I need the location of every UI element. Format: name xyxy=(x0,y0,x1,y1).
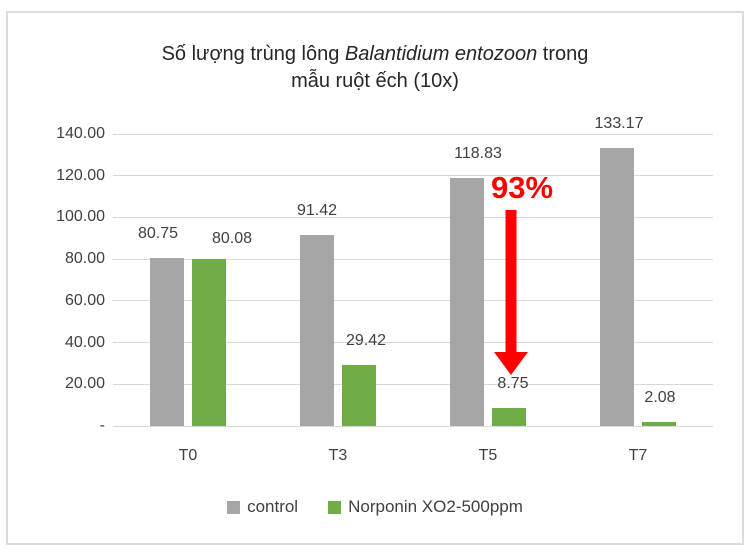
bar-norponin-T3 xyxy=(342,365,376,426)
x-category-label: T5 xyxy=(478,447,498,464)
gridline xyxy=(113,342,713,344)
y-tick-label: 140.00 xyxy=(56,125,105,142)
value-label: 80.08 xyxy=(211,230,253,247)
x-category-label: T3 xyxy=(328,447,348,464)
y-tick-label: - xyxy=(99,417,105,434)
legend: control Norponin XO2-500ppm xyxy=(0,497,750,517)
value-label: 2.08 xyxy=(644,389,676,406)
x-category-label: T7 xyxy=(628,447,648,464)
control-swatch-icon xyxy=(227,500,241,514)
bar-norponin-T0 xyxy=(192,259,226,426)
value-label: 133.17 xyxy=(594,115,644,132)
chart-title-line1: Số lượng trùng lông Balantidium entozoon… xyxy=(161,43,589,65)
value-label: 91.42 xyxy=(296,202,338,219)
y-tick-label: 20.00 xyxy=(64,375,105,393)
value-label: 8.75 xyxy=(497,375,529,392)
norponin-swatch-icon xyxy=(328,500,342,514)
bar-control-T3 xyxy=(300,235,334,426)
gridline xyxy=(113,216,713,218)
gridline xyxy=(113,133,713,135)
y-tick-label: 120.00 xyxy=(56,166,105,184)
x-category-label: T0 xyxy=(178,447,198,464)
legend-item-norponin: Norponin XO2-500ppm xyxy=(328,497,523,517)
y-tick-label: 40.00 xyxy=(64,333,105,351)
legend-item-control: control xyxy=(227,497,298,517)
bar-control-T0 xyxy=(150,258,184,426)
value-label: 118.83 xyxy=(454,145,502,162)
x-axis-line xyxy=(113,425,713,427)
bar-norponin-T7 xyxy=(642,422,676,426)
bar-norponin-T5 xyxy=(492,408,526,426)
y-tick-label: 100.00 xyxy=(56,208,105,226)
legend-label-norponin: Norponin XO2-500ppm xyxy=(348,497,523,516)
gridline xyxy=(113,258,713,260)
y-tick-label: 60.00 xyxy=(64,291,105,309)
bar-control-T7 xyxy=(600,148,634,426)
gridline xyxy=(113,383,713,385)
gridline xyxy=(113,175,713,177)
value-label: 80.75 xyxy=(137,225,179,242)
legend-label-control: control xyxy=(247,497,299,516)
down-arrow-icon xyxy=(494,210,528,375)
bar-control-T5 xyxy=(450,178,484,426)
chart-title-line2: mẫu ruột ếch (10x) xyxy=(291,70,459,92)
chart-title: Số lượng trùng lông Balantidium entozoon… xyxy=(0,41,750,95)
value-label: 29.42 xyxy=(345,332,387,349)
decrease-percent-label: 93% xyxy=(490,170,554,205)
y-tick-label: 80.00 xyxy=(64,250,105,268)
gridline xyxy=(113,300,713,302)
